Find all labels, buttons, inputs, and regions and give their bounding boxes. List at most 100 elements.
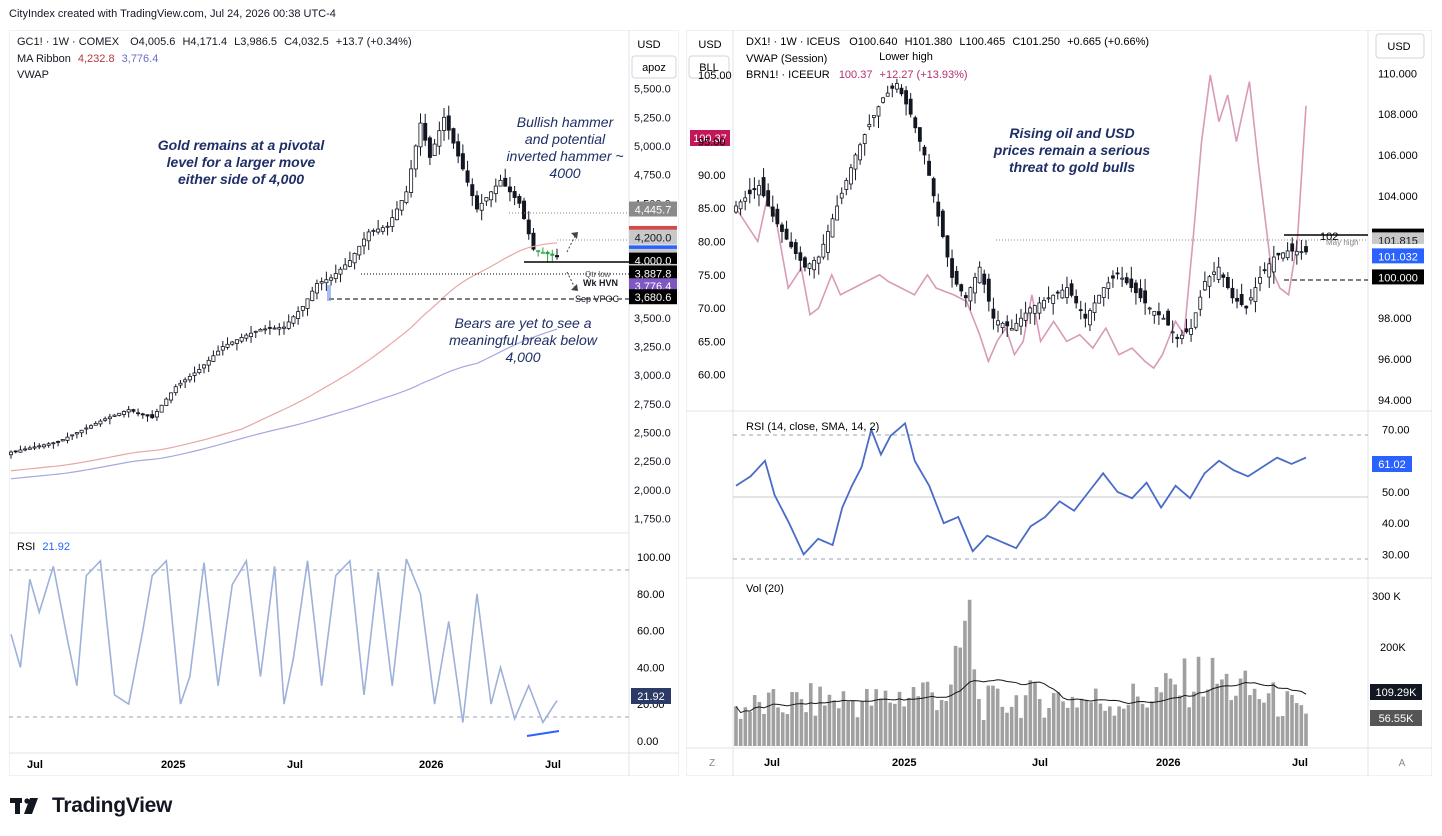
gold-candle-body — [423, 122, 428, 141]
dxy-x-tick: 2025 — [892, 757, 916, 769]
volume-bar — [1019, 717, 1023, 746]
svg-text:threat to gold bulls: threat to gold bulls — [1009, 159, 1135, 175]
dxy-candle-body — [826, 231, 830, 253]
svg-text:Gold remains at a pivotal: Gold remains at a pivotal — [158, 137, 326, 153]
gold-symbol-legend: GC1! · 1W · COMEX O4,005.6 H4,171.4 L3,9… — [17, 36, 412, 48]
gold-rsi-line — [10, 558, 558, 725]
dxy-candle-body — [1042, 299, 1046, 309]
dxy-x-tick: Jul — [764, 757, 780, 769]
gold-candle-body — [404, 191, 409, 203]
svg-text:level for a larger move: level for a larger move — [167, 154, 316, 170]
dxy-candle-body — [922, 146, 927, 156]
dxy-candle-body — [927, 160, 931, 176]
gold-candle-body — [300, 306, 305, 311]
gold-annotation-bears: Bears are yet to see a meaningful break … — [449, 315, 598, 365]
dxy-candle-body — [881, 97, 885, 103]
volume-bar — [752, 695, 757, 746]
gold-candle-body — [18, 449, 23, 453]
gold-candle-body — [13, 450, 18, 453]
volume-bar — [1089, 702, 1093, 746]
dxy-price-tag — [1372, 248, 1424, 264]
dxy-candle-body — [1230, 287, 1235, 299]
svg-text:MA Ribbon 4,232.8 3,776.4: MA Ribbon 4,232.8 3,776.4 — [17, 53, 158, 65]
dxy-candle-body — [977, 266, 982, 284]
gold-candle-body — [545, 251, 550, 255]
gold-candle-body — [230, 341, 235, 345]
dxy-chart-canvas[interactable]: 102 May high Lower high Rising oil and U… — [685, 29, 1433, 777]
dxy-time-axis: Jul 2025 Jul 2026 Jul — [764, 757, 1308, 769]
svg-text:109.29K: 109.29K — [1376, 687, 1418, 699]
tradingview-wordmark: TradingView — [52, 794, 173, 817]
volume-bar — [893, 703, 897, 746]
gold-rsi-tick: 100.00 — [637, 552, 671, 564]
svg-text:BRN1! · ICEEUR 100.37 +12.27 (: BRN1! · ICEEUR 100.37 +12.27 (+13.93%) — [746, 69, 968, 81]
volume-bar — [897, 691, 902, 746]
dxy-candle-body — [761, 177, 766, 197]
dxy-y-tick: 106.000 — [1378, 150, 1418, 162]
volume-bar — [1187, 707, 1191, 746]
gold-candle-body — [310, 290, 315, 301]
gold-candle-body — [357, 245, 362, 256]
vwap-label: VWAP — [17, 69, 49, 81]
gold-price-tag-label: 4,445.7 — [635, 205, 672, 217]
gold-candle-body — [442, 116, 447, 131]
gold-candle-body — [277, 327, 282, 330]
tradingview-logo-icon — [10, 798, 38, 814]
gold-annotation-hammer: Bullish hammer and potential inverted ha… — [506, 114, 623, 181]
gold-candle-body — [540, 251, 545, 254]
gold-candle-body — [493, 185, 498, 195]
dxy-x-tick: Jul — [1292, 757, 1308, 769]
dxy-candle-body — [757, 185, 761, 196]
gold-candle-body — [484, 197, 489, 202]
dxy-candle-body — [798, 252, 803, 261]
dxy-candle-body — [849, 167, 853, 185]
volume-bar — [832, 700, 836, 746]
gold-chart-panel[interactable]: GC1! · 1W · COMEX O4,005.6 H4,171.4 L3,9… — [8, 29, 680, 777]
dxy-candle-body — [1179, 334, 1184, 340]
volume-bar — [1093, 688, 1098, 746]
dxy-left-axis-sub: BLL — [699, 62, 719, 74]
gold-candle-body — [27, 447, 32, 450]
dxy-candle-body — [963, 295, 968, 299]
gold-candle-body — [413, 145, 418, 170]
volume-bar — [1229, 700, 1234, 746]
gold-y-tick: 2,000.0 — [634, 485, 671, 497]
gold-candle-body — [432, 143, 437, 157]
dxy-chart-panel[interactable]: 102 May high Lower high Rising oil and U… — [685, 29, 1433, 777]
dxy-left-tick: 105.00 — [698, 70, 732, 82]
dxy-left-axis: 105.00 95.00 90.00 85.00 80.00 75.00 70.00 65.0… — [698, 70, 732, 382]
z-button[interactable]: Z — [709, 758, 715, 769]
svg-text:Rising oil and USD: Rising oil and USD — [1009, 125, 1134, 141]
gold-candle-body — [474, 195, 479, 210]
svg-text:21.92: 21.92 — [637, 691, 665, 703]
dxy-candle-body — [973, 277, 977, 294]
volume-bar — [874, 689, 878, 746]
gold-candle-body — [267, 327, 272, 329]
gold-candle-body — [418, 122, 423, 148]
dxy-candle-body — [1111, 275, 1115, 279]
dxy-rsi-label: RSI (14, close, SMA, 14, 2) — [746, 421, 879, 433]
gold-candle-body — [338, 268, 343, 275]
gold-annotation-pivotal: Gold remains at a pivotal level for a la… — [158, 137, 326, 187]
gold-price-tag-label: 3,680.6 — [635, 292, 672, 304]
volume-bar — [1014, 695, 1019, 746]
dxy-candle-body — [931, 178, 936, 197]
dxy-candle-body — [1290, 243, 1295, 252]
volume-bar — [1154, 687, 1159, 746]
gold-candle-body — [107, 416, 112, 420]
gold-candle-body — [460, 153, 465, 170]
gold-x-tick: Jul — [545, 759, 561, 771]
gold-candle-body — [249, 332, 254, 338]
dxy-left-tick: 70.00 — [698, 303, 726, 315]
dxy-candle-body — [986, 278, 991, 302]
dxy-candle-body — [968, 287, 973, 302]
volume-bar — [762, 713, 766, 746]
gold-chart-canvas[interactable]: GC1! · 1W · COMEX O4,005.6 H4,171.4 L3,9… — [8, 29, 680, 777]
dxy-candle-body — [770, 206, 775, 217]
dxy-candle-body — [1235, 297, 1239, 302]
dxy-candle-body — [1170, 331, 1175, 334]
gold-y-tick: 4,750.0 — [634, 170, 671, 182]
auto-scale-button[interactable]: A — [1399, 758, 1406, 769]
volume-bar — [1056, 692, 1061, 746]
may-high-label: May high — [1326, 238, 1358, 247]
